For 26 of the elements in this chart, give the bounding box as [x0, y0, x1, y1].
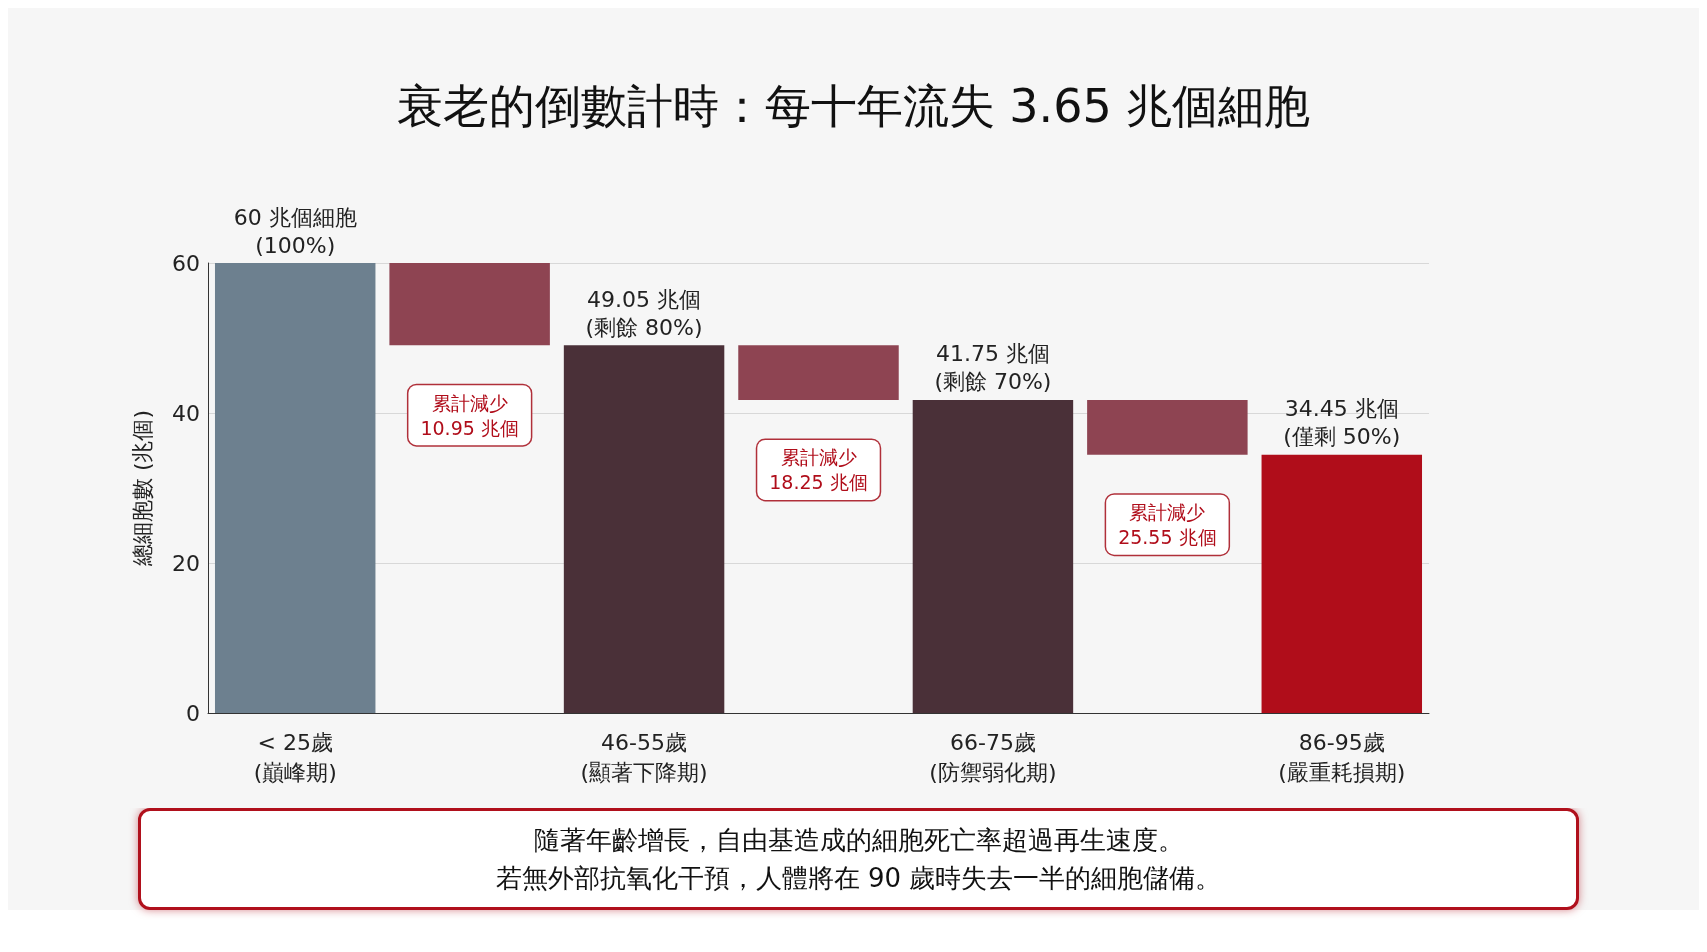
annotation: 累計減少 10.95 兆個	[420, 391, 519, 439]
x-tick-label: 66-75歲 (防禦弱化期)	[929, 729, 1057, 785]
annotation: 累計減少 18.25 兆個	[769, 446, 868, 494]
y-tick-label: 0	[186, 700, 200, 726]
bar	[1261, 454, 1423, 713]
data-label: 60 兆個細胞 (100%)	[233, 204, 357, 258]
bar	[214, 263, 376, 713]
bar	[1087, 399, 1248, 455]
y-axis-title: 總細胞數 (兆個)	[129, 409, 155, 568]
bar	[912, 399, 1074, 713]
x-tick-label: 86-95歲 (嚴重耗損期)	[1278, 729, 1406, 785]
data-label: 34.45 兆個 (僅剩 50%)	[1283, 396, 1401, 450]
y-tick-label: 60	[172, 250, 200, 276]
x-tick-label: < 25歲 (巔峰期)	[253, 729, 337, 785]
bar	[389, 263, 550, 346]
y-tick-label: 40	[172, 400, 200, 426]
x-tick-label: 46-55歲 (顯著下降期)	[580, 729, 708, 785]
data-label: 41.75 兆個 (剩餘 70%)	[934, 341, 1052, 395]
text: 若無外部抗氧化干預，人體將在 90 歲時失去一半的細胞儲備。	[494, 862, 1223, 895]
annotation: 累計減少 25.55 兆個	[1118, 501, 1217, 549]
data-label: 49.05 兆個 (剩餘 80%)	[585, 286, 703, 340]
chart-title: 衰老的倒數計時：每十年流失 3.65 兆個細胞	[396, 79, 1311, 133]
bar	[563, 345, 725, 713]
y-tick-label: 20	[172, 550, 200, 576]
bar	[738, 345, 899, 400]
text: 隨著年齡增長，自由基造成的細胞死亡率超過再生速度。	[532, 824, 1185, 857]
